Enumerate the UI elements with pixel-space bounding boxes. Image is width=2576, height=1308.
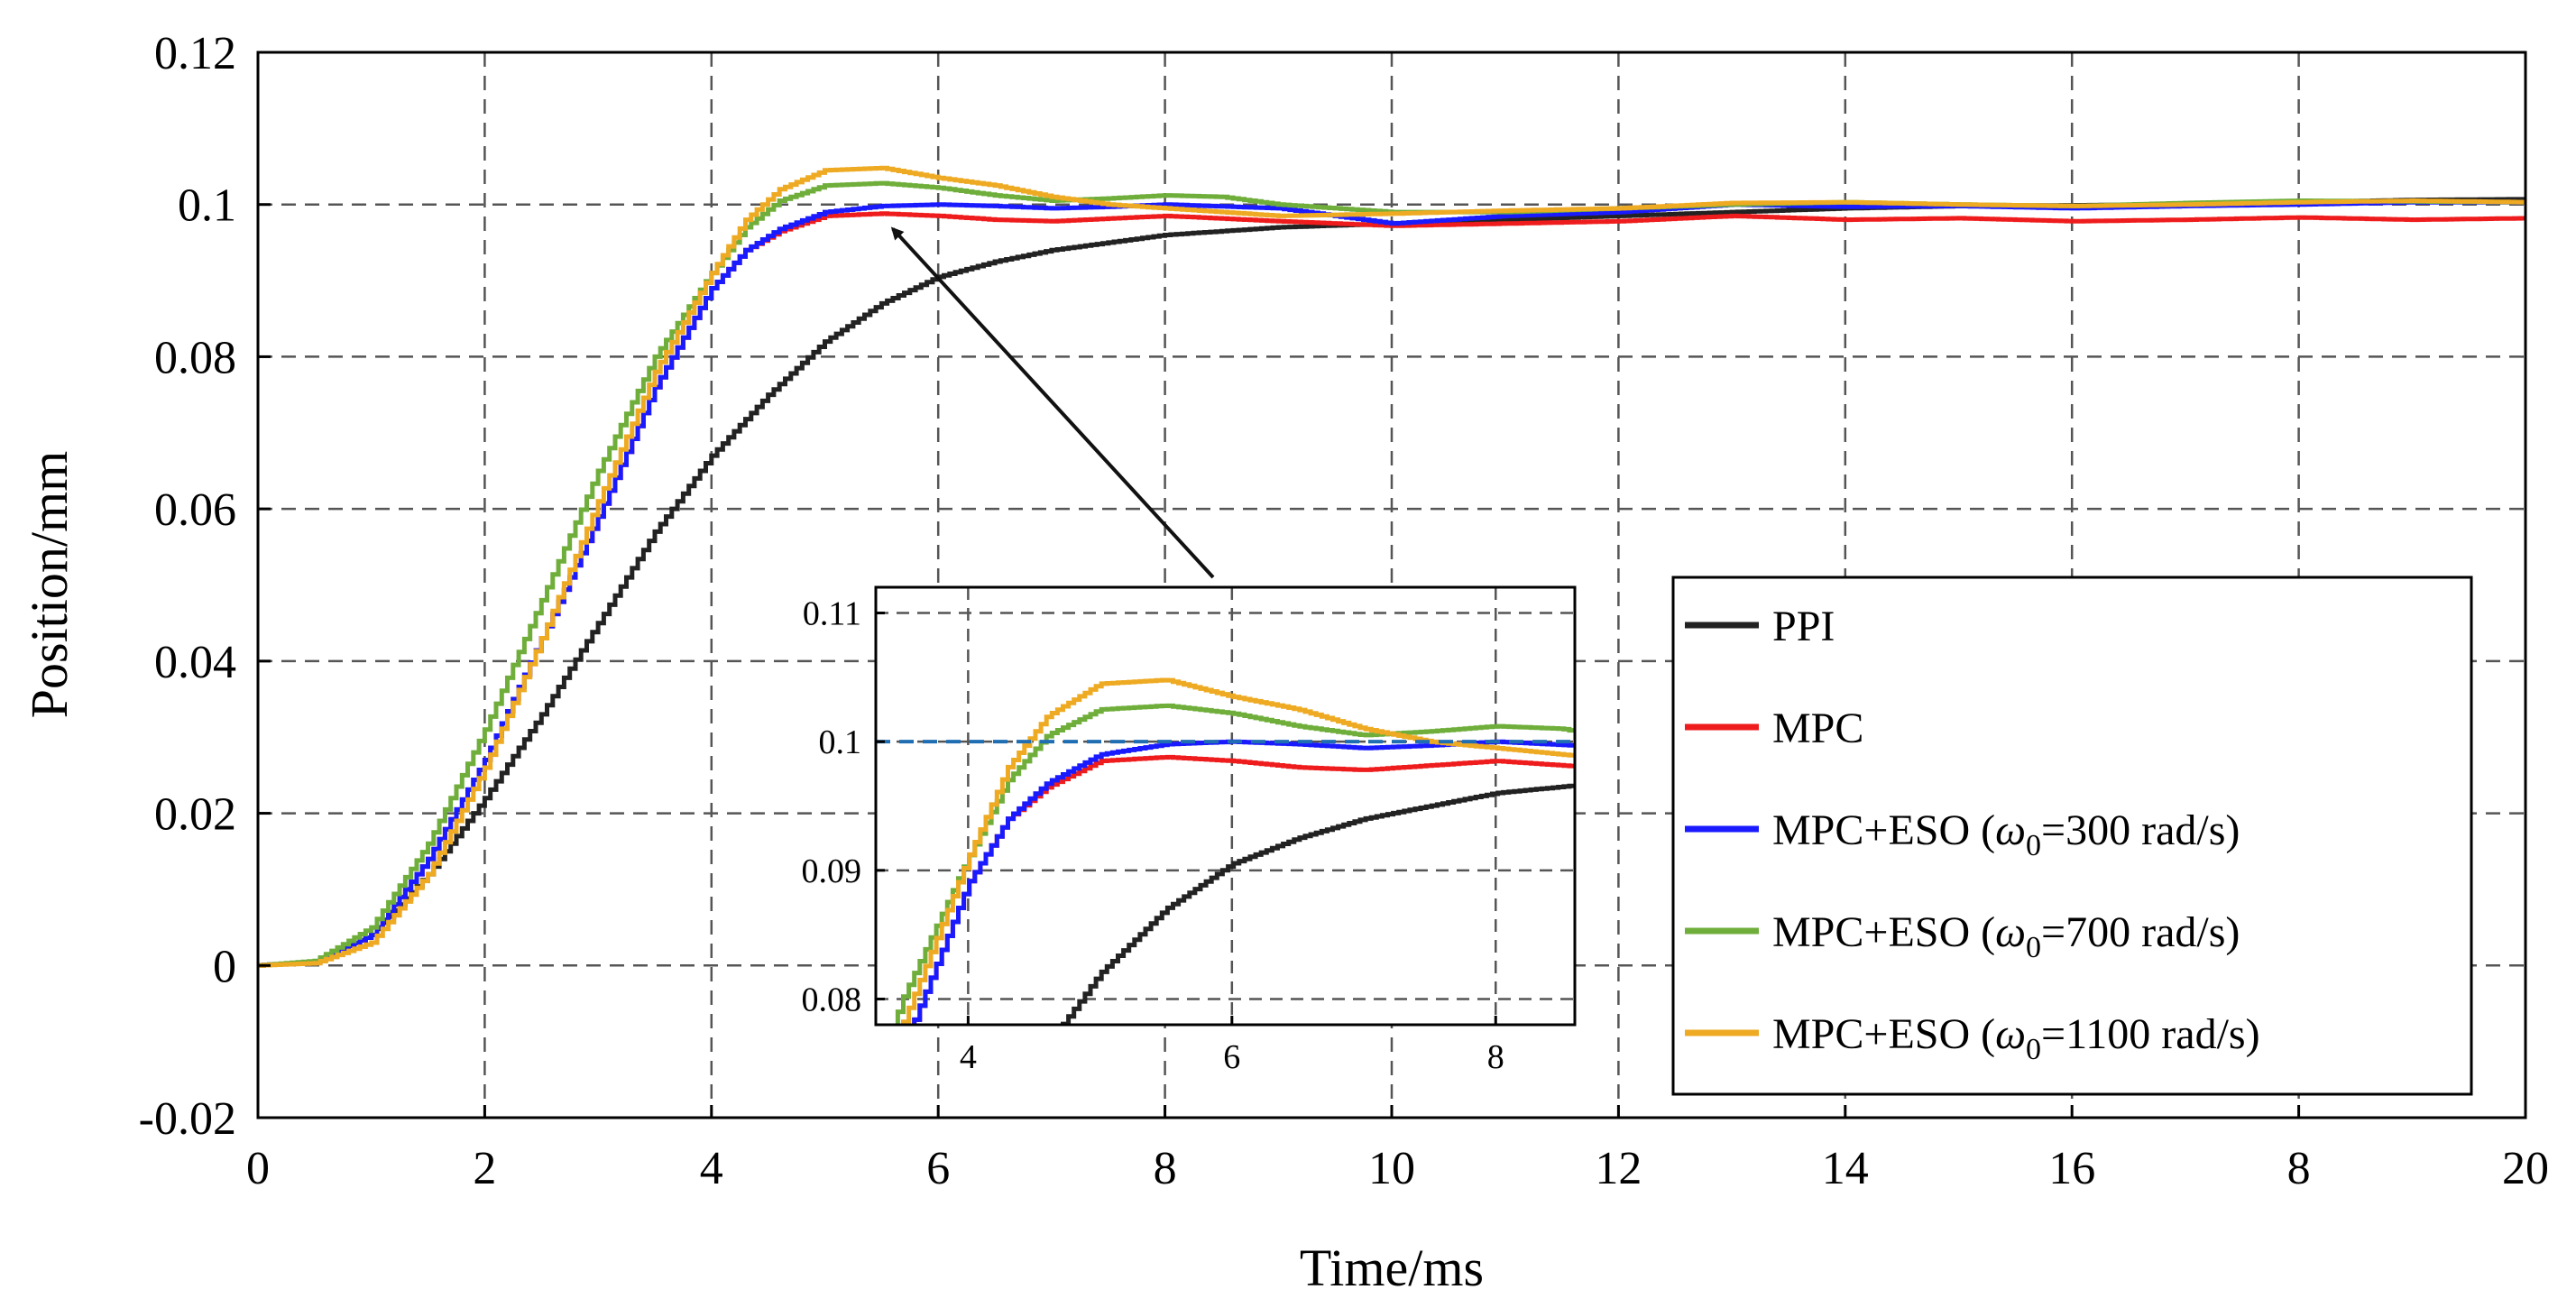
legend-box bbox=[1671, 576, 2473, 1096]
x-tick-label: 10 bbox=[1368, 1143, 1415, 1194]
inset-x-tick-label: 4 bbox=[960, 1038, 977, 1076]
y-tick-label: 0.02 bbox=[154, 789, 236, 841]
inset-x-tick-label: 8 bbox=[1487, 1038, 1504, 1076]
series-line-mpc-eso-0-1100-rad-s bbox=[258, 165, 2525, 968]
x-tick-label: 2 bbox=[473, 1143, 496, 1194]
legend-label-ppi: PPI bbox=[1772, 603, 1835, 650]
inset-x-tick-label: 6 bbox=[1223, 1038, 1240, 1076]
legend-items: PPI MPC MPC+ESO (ω0=300 rad/s) MPC+ESO (ω0=… bbox=[1685, 603, 2260, 1066]
x-tick-label: 20 bbox=[2502, 1143, 2549, 1194]
y-tick-label: 0.04 bbox=[154, 637, 236, 688]
inset-background bbox=[876, 587, 1575, 1025]
annotation-arrow bbox=[890, 226, 1215, 579]
y-tick-label: 0.1 bbox=[178, 180, 236, 232]
legend-label-mpc: MPC bbox=[1772, 705, 1863, 752]
y-tick-label: 0.06 bbox=[154, 484, 236, 536]
legend-label-mpc-eso-0-700-rad-s: MPC+ESO (ω0=700 rad/s) bbox=[1772, 908, 2240, 964]
y-tick-label: -0.02 bbox=[139, 1093, 236, 1145]
main-x-tick-labels: 0 2 4 6 8 10 12 14 16 8 20 bbox=[246, 1105, 2549, 1194]
inset-series-group bbox=[876, 677, 1575, 1025]
inset-y-tick-label: 0.11 bbox=[803, 595, 861, 633]
x-tick-label: 4 bbox=[700, 1143, 723, 1194]
x-axis-label: Time/ms bbox=[1300, 1239, 1484, 1297]
legend: PPI MPC MPC+ESO (ω0=300 rad/s) MPC+ESO (ω0=… bbox=[1671, 576, 2473, 1096]
y-tick-label: 0 bbox=[213, 941, 236, 992]
inset-series-line-mpc-eso-0-1100-rad-s bbox=[901, 677, 1575, 1025]
inset-y-tick-label: 0.08 bbox=[802, 981, 862, 1018]
legend-label-mpc-eso-0-1100-rad-s: MPC+ESO (ω0=1100 rad/s) bbox=[1772, 1010, 2260, 1066]
x-tick-label: 16 bbox=[2048, 1143, 2095, 1194]
x-tick-label: 0 bbox=[246, 1143, 270, 1194]
inset-x-tick-labels: 4 6 8 bbox=[960, 1016, 1504, 1076]
y-tick-label: 0.12 bbox=[154, 28, 236, 79]
main-y-tick-labels: -0.02 0 0.02 0.04 0.06 0.08 0.1 0.12 bbox=[139, 28, 271, 1145]
y-tick-label: 0.08 bbox=[154, 332, 236, 383]
inset-y-tick-labels: 0.08 0.09 0.1 0.11 bbox=[802, 595, 885, 1018]
x-tick-label: 8 bbox=[2287, 1143, 2311, 1194]
x-tick-label: 6 bbox=[926, 1143, 950, 1194]
inset-frame bbox=[874, 585, 1577, 1027]
y-axis-label: Position/mm bbox=[20, 451, 78, 719]
inset-y-tick-label: 0.1 bbox=[819, 723, 862, 761]
inset-plot: 4 6 8 0.08 0.09 0.1 0.11 bbox=[802, 585, 1577, 1076]
x-tick-label: 12 bbox=[1595, 1143, 1642, 1194]
main-series-group bbox=[258, 165, 2525, 968]
legend-label-mpc-eso-0-300-rad-s: MPC+ESO (ω0=300 rad/s) bbox=[1772, 806, 2240, 862]
x-tick-label: 8 bbox=[1154, 1143, 1177, 1194]
inset-y-tick-label: 0.09 bbox=[802, 852, 862, 890]
inset-series-line-ppi bbox=[1061, 783, 1575, 1025]
x-tick-label: 14 bbox=[1822, 1143, 1869, 1194]
